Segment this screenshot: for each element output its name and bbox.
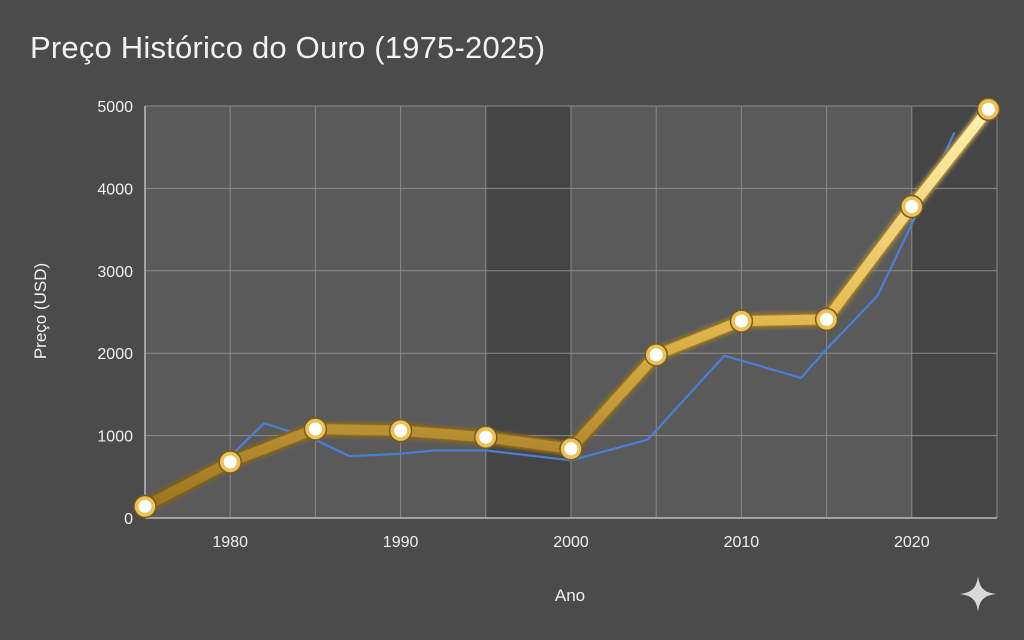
data-point (905, 200, 919, 214)
data-point (734, 314, 748, 328)
data-point (820, 312, 834, 326)
y-tick-label: 2000 (97, 346, 133, 363)
axes: 0 1000 2000 3000 4000 5000 1980 1990 2000 2010 202… (97, 99, 997, 551)
series-layer (133, 97, 1001, 519)
plot-band (741, 106, 827, 518)
y-tick-label: 3000 (97, 264, 133, 281)
x-tick-label: 2010 (724, 534, 760, 551)
data-point (479, 430, 493, 444)
data-point (394, 424, 408, 438)
chart-title: Preço Histórico do Ouro (1975-2025) (30, 30, 546, 65)
plot-band (656, 106, 742, 518)
y-tick-label: 4000 (97, 181, 133, 198)
data-point (223, 455, 237, 469)
x-tick-label: 2020 (894, 534, 930, 551)
data-point (981, 102, 995, 116)
data-point (308, 422, 322, 436)
y-tick-label: 1000 (97, 429, 133, 446)
y-tick-label: 0 (124, 511, 133, 528)
x-tick-label: 2000 (553, 534, 589, 551)
plot-band (145, 106, 231, 518)
axis-labels: Preço (USD) Ano (31, 263, 585, 605)
sparkle-icon (960, 576, 996, 612)
y-tick-label: 5000 (97, 99, 133, 116)
plot-band (400, 106, 486, 518)
data-point (138, 499, 152, 513)
x-tick-label: 1990 (383, 534, 419, 551)
data-point (564, 442, 578, 456)
data-point (649, 348, 663, 362)
x-tick-label: 1980 (212, 534, 248, 551)
plot-band (911, 106, 997, 518)
y-axis-label: Preço (USD) (31, 263, 50, 359)
x-axis-label: Ano (555, 586, 585, 605)
plot-band (315, 106, 401, 518)
